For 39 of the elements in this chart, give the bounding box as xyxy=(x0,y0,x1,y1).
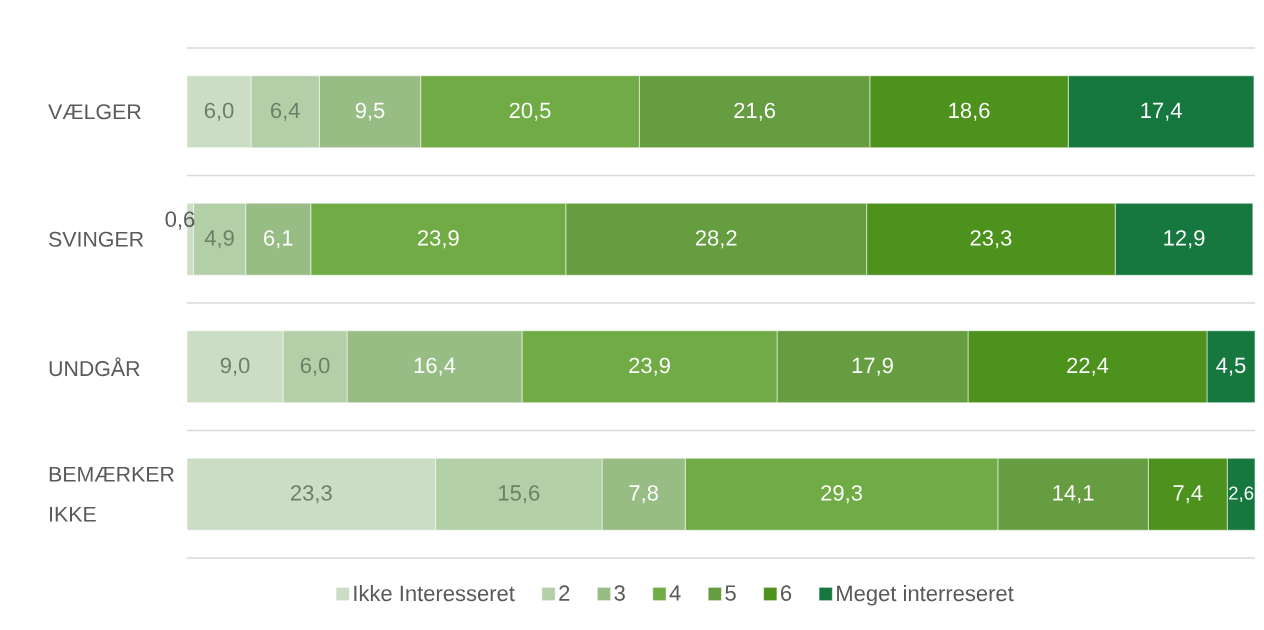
data-label: 22,4 xyxy=(1067,357,1109,376)
data-label: 6,1 xyxy=(264,230,293,249)
y-tick-label: SVINGER xyxy=(49,231,144,247)
legend-label: 4 xyxy=(669,585,681,601)
legend-label: Meget interreseret xyxy=(837,585,1014,606)
data-label: 12,9 xyxy=(1164,230,1205,249)
data-label: 17,9 xyxy=(852,357,893,376)
legend-label: 6 xyxy=(780,585,792,601)
legend-label: Ikke Interesseret xyxy=(354,585,515,602)
data-label: 18,6 xyxy=(949,102,990,121)
data-label: 7,8 xyxy=(629,485,658,504)
data-label: 29,3 xyxy=(821,485,863,504)
data-label: 23,9 xyxy=(629,357,670,376)
data-label: 14,1 xyxy=(1053,485,1094,504)
data-label: 7,4 xyxy=(1173,485,1203,504)
legend-label: 5 xyxy=(725,585,736,601)
data-label: 6,0 xyxy=(300,357,330,376)
legend-label: 3 xyxy=(614,585,625,601)
data-label: 9,0 xyxy=(220,357,250,376)
data-label: 17,4 xyxy=(1141,102,1182,121)
data-label: 16,4 xyxy=(414,357,456,376)
data-label: 21,6 xyxy=(734,102,776,121)
data-label: 20,5 xyxy=(509,102,551,121)
data-label: 6,0 xyxy=(204,102,234,121)
data-label: 23,3 xyxy=(291,485,332,504)
data-label: 15,6 xyxy=(499,485,540,504)
y-tick-label: BEMÆRKER IKKE xyxy=(49,466,174,522)
data-label: 4,9 xyxy=(204,230,234,249)
y-tick-label: VÆLGER xyxy=(48,104,141,120)
y-tick-label: UNDGÅR xyxy=(49,357,140,377)
data-label: 23,9 xyxy=(417,230,459,249)
data-label: 23,3 xyxy=(970,230,1012,249)
data-label: 9,5 xyxy=(355,102,385,121)
legend-label: 2 xyxy=(559,585,570,601)
data-label: 28,2 xyxy=(695,230,737,249)
data-label: 6,4 xyxy=(270,102,300,121)
data-label: 4,5 xyxy=(1216,357,1246,376)
data-label: 0,6 xyxy=(165,211,195,230)
data-label: 2,6 xyxy=(1229,486,1254,502)
